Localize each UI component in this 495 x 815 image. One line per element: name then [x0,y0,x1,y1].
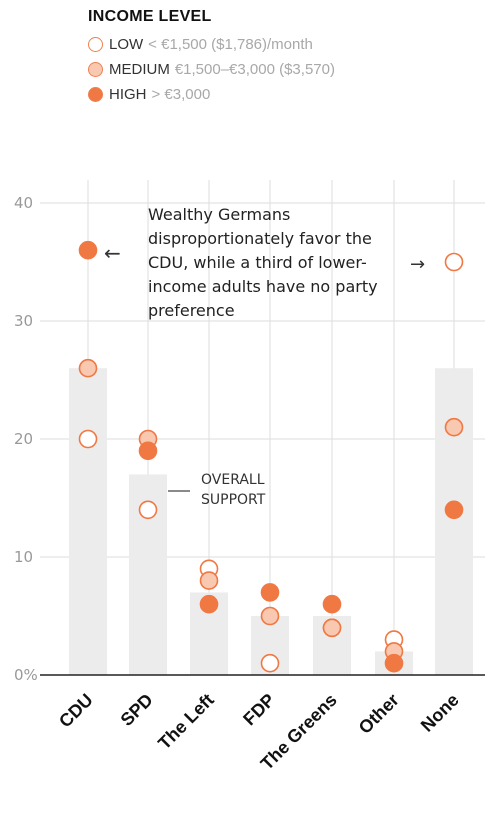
y-tick-label: 0% [14,666,38,684]
annotation-arrow-left: ← [104,241,121,265]
dot-medium [260,606,280,626]
x-tick-label: FDP [239,690,279,730]
legend-desc-high: > €3,000 [151,86,211,103]
dot-high [260,583,280,602]
y-tick-label: 40 [14,194,33,212]
dot-high [384,653,404,673]
annotation-overall-support: OVERALL SUPPORT [201,472,266,508]
legend-item-low: LOW < €1,500 ($1,786)/month [88,32,335,57]
x-tick-label: Other [355,690,403,738]
light-circle-icon [88,62,103,77]
dot-high [199,594,219,614]
dot-medium [444,417,464,437]
legend-item-high: HIGH > €3,000 [88,82,335,107]
filled-circle-icon [88,87,103,102]
dot-low [78,429,98,449]
dot-medium [322,618,342,638]
x-tick-label: None [417,690,463,736]
dot-high [138,441,158,461]
y-tick-label: 10 [14,548,33,566]
dot-medium [78,358,98,378]
dot-high [444,500,464,520]
dot-low [138,500,158,520]
annotation-main: Wealthy Germans disproportionately favor… [148,205,378,320]
annotation-arrow-right: → [410,254,425,275]
legend-label-medium: MEDIUM [109,61,170,78]
legend-item-medium: MEDIUM €1,500–€3,000 ($3,570) [88,57,335,82]
x-tick-label: SPD [117,690,157,730]
y-tick-label: 20 [14,430,33,448]
open-circle-icon [88,37,103,52]
dot-low [260,653,280,673]
legend-label-high: HIGH [109,86,147,103]
legend-label-low: LOW [109,36,144,53]
dot-high [78,240,98,260]
legend-desc-low: < €1,500 ($1,786)/month [148,36,313,53]
y-tick-label: 30 [14,312,33,330]
overall-bar [435,368,473,675]
legend-desc-medium: €1,500–€3,000 ($3,570) [174,61,335,78]
x-tick-label: The Left [154,690,218,754]
overall-bar [69,368,107,675]
legend-title: INCOME LEVEL [88,8,212,25]
x-tick-label: CDU [55,690,97,732]
dot-high [322,594,342,614]
dot-medium [199,571,219,590]
dot-low [444,252,464,272]
legend: INCOME LEVEL LOW < €1,500 ($1,786)/month… [88,8,335,107]
